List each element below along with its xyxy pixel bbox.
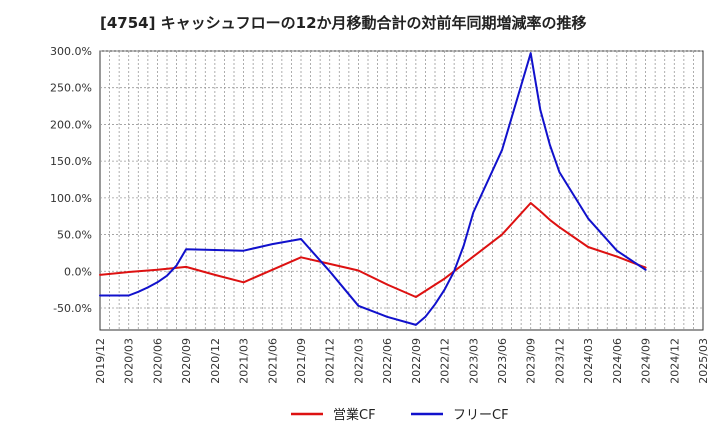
x-tick-label: 2024/06: [611, 338, 624, 384]
x-tick-label: 2023/12: [553, 338, 566, 384]
x-tick-label: 2020/12: [209, 338, 222, 384]
x-tick-label: 2020/03: [123, 338, 136, 384]
x-tick-label: 2020/09: [180, 338, 193, 384]
series-line: [99, 202, 647, 298]
chart-title: [4754] キャッシュフローの12か月移動合計の対前年同期増減率の推移: [100, 14, 587, 32]
legend-label: 営業CF: [333, 407, 376, 423]
x-tick-label: 2025/03: [697, 338, 710, 384]
x-tick-label: 2023/03: [467, 338, 480, 384]
y-tick-label: 0.0%: [64, 265, 92, 278]
x-tick-label: 2022/03: [352, 338, 365, 384]
x-tick-label: 2022/09: [410, 338, 423, 384]
x-tick-label: 2021/03: [238, 338, 251, 384]
y-tick-label: 100.0%: [50, 192, 92, 205]
y-tick-label: -50.0%: [53, 302, 92, 315]
plot-frame: [99, 50, 704, 331]
y-tick-label: 150.0%: [50, 155, 92, 168]
x-tick-label: 2023/09: [525, 338, 538, 384]
x-tick-label: 2024/12: [668, 338, 681, 384]
series-line: [99, 52, 647, 326]
x-tick-label: 2021/09: [295, 338, 308, 384]
x-tick-label: 2021/12: [324, 338, 337, 384]
y-tick-label: 200.0%: [50, 118, 92, 131]
x-tick-label: 2019/12: [94, 338, 107, 384]
y-tick-label: 250.0%: [50, 82, 92, 95]
x-tick-label: 2024/03: [582, 338, 595, 384]
x-tick-label: 2020/06: [151, 338, 164, 384]
x-tick-label: 2023/06: [496, 338, 509, 384]
x-tick-label: 2021/06: [266, 338, 279, 384]
y-tick-label: 300.0%: [50, 45, 92, 58]
y-tick-label: 50.0%: [57, 229, 92, 242]
x-tick-label: 2024/09: [640, 338, 653, 384]
x-tick-label: 2022/12: [439, 338, 452, 384]
x-tick-label: 2022/06: [381, 338, 394, 384]
legend-label: フリーCF: [453, 408, 509, 423]
